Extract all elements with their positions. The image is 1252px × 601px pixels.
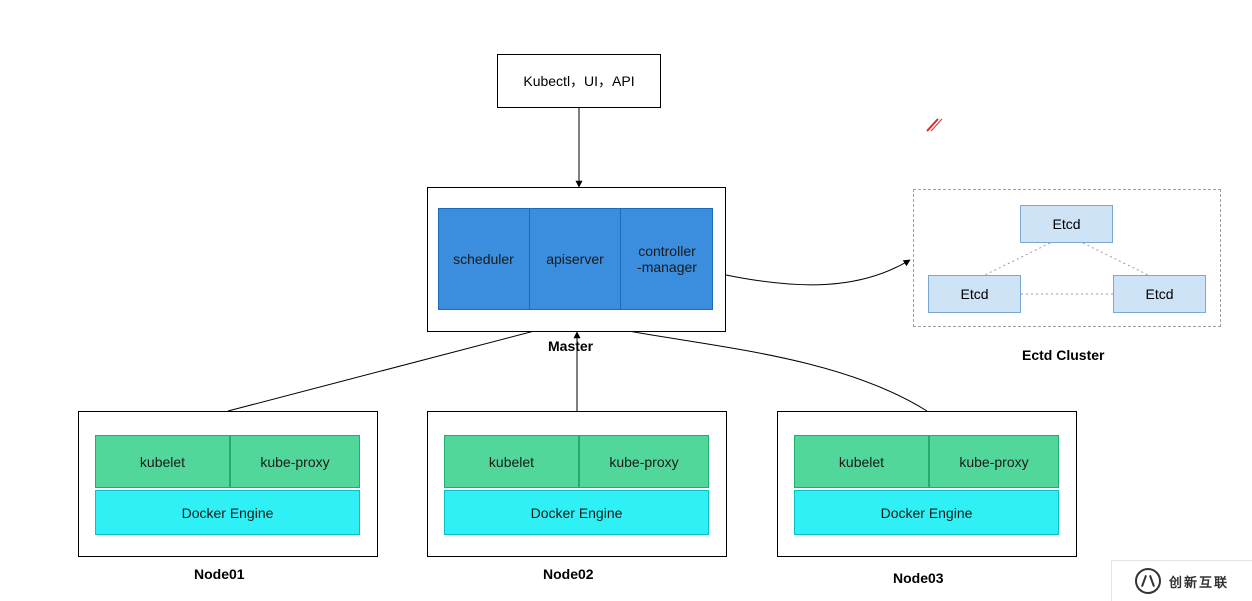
kubelet-cell: kubelet <box>95 435 230 488</box>
footer-logo: 创新互联 <box>1111 560 1252 601</box>
master-cell: controller -manager <box>620 208 713 310</box>
kubelet-cell: kubelet <box>444 435 579 488</box>
footer-logo-text: 创新互联 <box>1169 572 1229 591</box>
kubeproxy-cell: kube-proxy <box>929 435 1059 488</box>
client-box: Kubectl，UI，API <box>497 54 661 108</box>
kubeproxy-cell: kube-proxy <box>579 435 709 488</box>
docker-engine-cell: Docker Engine <box>444 490 709 535</box>
master-cell: scheduler <box>438 208 529 310</box>
etcd-cluster-label: Ectd Cluster <box>1022 347 1104 363</box>
logo-icon <box>1135 568 1161 594</box>
worker-node-label: Node01 <box>194 566 245 582</box>
client-box-label: Kubectl，UI，API <box>523 71 634 91</box>
edge <box>726 260 910 285</box>
master-cell: apiserver <box>529 208 620 310</box>
etcd-node: Etcd <box>1020 205 1113 243</box>
docker-engine-cell: Docker Engine <box>794 490 1059 535</box>
worker-node-label: Node02 <box>543 566 594 582</box>
cursor-mark <box>927 119 942 131</box>
docker-engine-cell: Docker Engine <box>95 490 360 535</box>
edge <box>590 323 927 411</box>
worker-node-label: Node03 <box>893 570 944 586</box>
diagram-canvas: Kubectl，UI，API schedulerapiservercontrol… <box>0 0 1252 601</box>
kubeproxy-cell: kube-proxy <box>230 435 360 488</box>
edge <box>228 323 565 411</box>
kubelet-cell: kubelet <box>794 435 929 488</box>
etcd-node: Etcd <box>1113 275 1206 313</box>
etcd-node: Etcd <box>928 275 1021 313</box>
master-label: Master <box>548 338 593 354</box>
